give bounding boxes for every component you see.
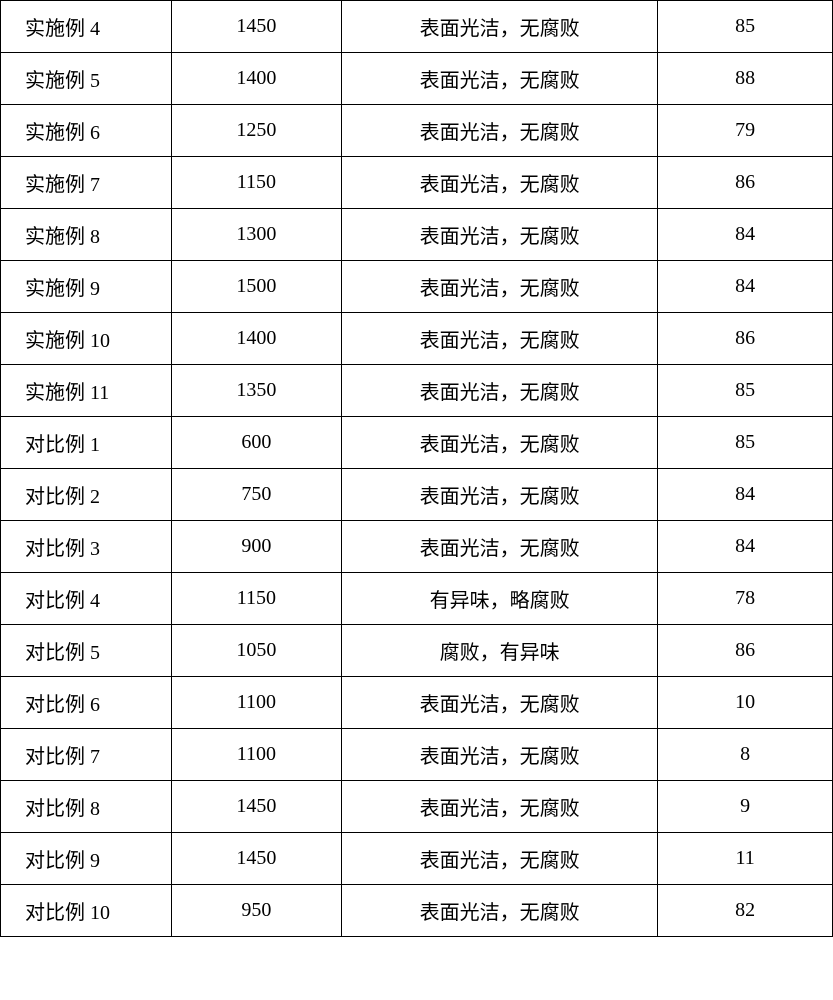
cell-value: 750: [171, 469, 342, 521]
cell-value: 950: [171, 885, 342, 937]
cell-score: 88: [658, 53, 833, 105]
table-row: 对比例 8 1450 表面光洁，无腐败 9: [1, 781, 833, 833]
table-row: 实施例 6 1250 表面光洁，无腐败 79: [1, 105, 833, 157]
cell-name: 对比例 4: [1, 573, 172, 625]
table-row: 对比例 4 1150 有异味，略腐败 78: [1, 573, 833, 625]
cell-state: 表面光洁，无腐败: [342, 417, 658, 469]
cell-name: 实施例 10: [1, 313, 172, 365]
cell-state: 表面光洁，无腐败: [342, 781, 658, 833]
cell-state: 表面光洁，无腐败: [342, 833, 658, 885]
table-row: 对比例 10 950 表面光洁，无腐败 82: [1, 885, 833, 937]
cell-score: 11: [658, 833, 833, 885]
cell-name: 实施例 9: [1, 261, 172, 313]
cell-name: 对比例 9: [1, 833, 172, 885]
cell-state: 表面光洁，无腐败: [342, 729, 658, 781]
table-row: 对比例 2 750 表面光洁，无腐败 84: [1, 469, 833, 521]
table-row: 对比例 3 900 表面光洁，无腐败 84: [1, 521, 833, 573]
table-row: 实施例 4 1450 表面光洁，无腐败 85: [1, 1, 833, 53]
cell-name: 对比例 8: [1, 781, 172, 833]
cell-name: 实施例 8: [1, 209, 172, 261]
cell-score: 86: [658, 157, 833, 209]
cell-name: 实施例 4: [1, 1, 172, 53]
cell-state: 表面光洁，无腐败: [342, 521, 658, 573]
table-body: 实施例 4 1450 表面光洁，无腐败 85 实施例 5 1400 表面光洁，无…: [1, 1, 833, 937]
cell-name: 实施例 6: [1, 105, 172, 157]
cell-value: 1400: [171, 53, 342, 105]
cell-name: 实施例 7: [1, 157, 172, 209]
cell-value: 900: [171, 521, 342, 573]
table-row: 对比例 9 1450 表面光洁，无腐败 11: [1, 833, 833, 885]
cell-state: 表面光洁，无腐败: [342, 365, 658, 417]
cell-name: 实施例 5: [1, 53, 172, 105]
cell-score: 85: [658, 1, 833, 53]
cell-score: 79: [658, 105, 833, 157]
cell-value: 1450: [171, 781, 342, 833]
cell-value: 1100: [171, 677, 342, 729]
table-row: 对比例 5 1050 腐败，有异味 86: [1, 625, 833, 677]
cell-state: 表面光洁，无腐败: [342, 53, 658, 105]
table-row: 实施例 8 1300 表面光洁，无腐败 84: [1, 209, 833, 261]
data-table: 实施例 4 1450 表面光洁，无腐败 85 实施例 5 1400 表面光洁，无…: [0, 0, 833, 937]
table-row: 实施例 7 1150 表面光洁，无腐败 86: [1, 157, 833, 209]
cell-value: 1100: [171, 729, 342, 781]
cell-score: 78: [658, 573, 833, 625]
cell-score: 84: [658, 209, 833, 261]
cell-score: 85: [658, 417, 833, 469]
cell-name: 对比例 6: [1, 677, 172, 729]
data-table-container: 实施例 4 1450 表面光洁，无腐败 85 实施例 5 1400 表面光洁，无…: [0, 0, 833, 937]
cell-value: 1500: [171, 261, 342, 313]
cell-state: 表面光洁，无腐败: [342, 885, 658, 937]
cell-score: 84: [658, 261, 833, 313]
cell-value: 1150: [171, 157, 342, 209]
cell-value: 1400: [171, 313, 342, 365]
cell-state: 表面光洁，无腐败: [342, 157, 658, 209]
cell-score: 82: [658, 885, 833, 937]
cell-state: 表面光洁，无腐败: [342, 677, 658, 729]
cell-name: 对比例 3: [1, 521, 172, 573]
cell-state: 表面光洁，无腐败: [342, 261, 658, 313]
cell-state: 表面光洁，无腐败: [342, 209, 658, 261]
cell-state: 表面光洁，无腐败: [342, 469, 658, 521]
table-row: 实施例 9 1500 表面光洁，无腐败 84: [1, 261, 833, 313]
table-row: 对比例 7 1100 表面光洁，无腐败 8: [1, 729, 833, 781]
cell-name: 对比例 1: [1, 417, 172, 469]
cell-name: 对比例 5: [1, 625, 172, 677]
cell-value: 1450: [171, 1, 342, 53]
cell-name: 对比例 2: [1, 469, 172, 521]
cell-score: 84: [658, 469, 833, 521]
cell-state: 有异味，略腐败: [342, 573, 658, 625]
cell-state: 表面光洁，无腐败: [342, 105, 658, 157]
cell-value: 600: [171, 417, 342, 469]
cell-value: 1350: [171, 365, 342, 417]
cell-state: 表面光洁，无腐败: [342, 1, 658, 53]
cell-value: 1050: [171, 625, 342, 677]
table-row: 实施例 10 1400 表面光洁，无腐败 86: [1, 313, 833, 365]
cell-score: 86: [658, 313, 833, 365]
cell-value: 1300: [171, 209, 342, 261]
cell-name: 实施例 11: [1, 365, 172, 417]
table-row: 实施例 11 1350 表面光洁，无腐败 85: [1, 365, 833, 417]
cell-value: 1450: [171, 833, 342, 885]
cell-score: 10: [658, 677, 833, 729]
cell-score: 84: [658, 521, 833, 573]
cell-score: 9: [658, 781, 833, 833]
cell-name: 对比例 7: [1, 729, 172, 781]
cell-value: 1150: [171, 573, 342, 625]
table-row: 对比例 6 1100 表面光洁，无腐败 10: [1, 677, 833, 729]
cell-score: 8: [658, 729, 833, 781]
table-row: 实施例 5 1400 表面光洁，无腐败 88: [1, 53, 833, 105]
table-row: 对比例 1 600 表面光洁，无腐败 85: [1, 417, 833, 469]
cell-score: 85: [658, 365, 833, 417]
cell-state: 表面光洁，无腐败: [342, 313, 658, 365]
cell-name: 对比例 10: [1, 885, 172, 937]
cell-state: 腐败，有异味: [342, 625, 658, 677]
cell-score: 86: [658, 625, 833, 677]
cell-value: 1250: [171, 105, 342, 157]
